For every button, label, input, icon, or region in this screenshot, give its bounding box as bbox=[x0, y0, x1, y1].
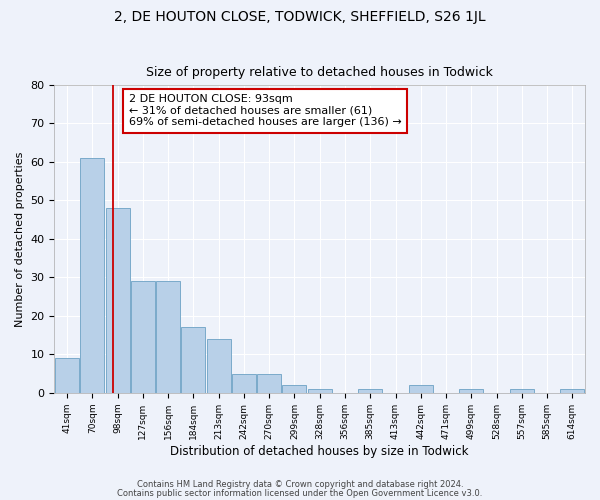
Bar bbox=[560, 389, 584, 393]
Bar bbox=[181, 328, 205, 393]
Text: 2 DE HOUTON CLOSE: 93sqm
← 31% of detached houses are smaller (61)
69% of semi-d: 2 DE HOUTON CLOSE: 93sqm ← 31% of detach… bbox=[128, 94, 401, 128]
Y-axis label: Number of detached properties: Number of detached properties bbox=[15, 151, 25, 326]
Bar bbox=[358, 389, 382, 393]
Bar bbox=[257, 374, 281, 393]
Bar bbox=[80, 158, 104, 393]
Bar bbox=[459, 389, 484, 393]
Bar bbox=[156, 281, 180, 393]
Bar bbox=[55, 358, 79, 393]
Text: Contains HM Land Registry data © Crown copyright and database right 2024.: Contains HM Land Registry data © Crown c… bbox=[137, 480, 463, 489]
Bar bbox=[308, 389, 332, 393]
Bar bbox=[283, 385, 307, 393]
Bar bbox=[206, 339, 230, 393]
Bar bbox=[232, 374, 256, 393]
Bar bbox=[106, 208, 130, 393]
Bar bbox=[131, 281, 155, 393]
X-axis label: Distribution of detached houses by size in Todwick: Distribution of detached houses by size … bbox=[170, 444, 469, 458]
Text: Contains public sector information licensed under the Open Government Licence v3: Contains public sector information licen… bbox=[118, 488, 482, 498]
Text: 2, DE HOUTON CLOSE, TODWICK, SHEFFIELD, S26 1JL: 2, DE HOUTON CLOSE, TODWICK, SHEFFIELD, … bbox=[114, 10, 486, 24]
Bar bbox=[510, 389, 534, 393]
Bar bbox=[409, 385, 433, 393]
Title: Size of property relative to detached houses in Todwick: Size of property relative to detached ho… bbox=[146, 66, 493, 80]
